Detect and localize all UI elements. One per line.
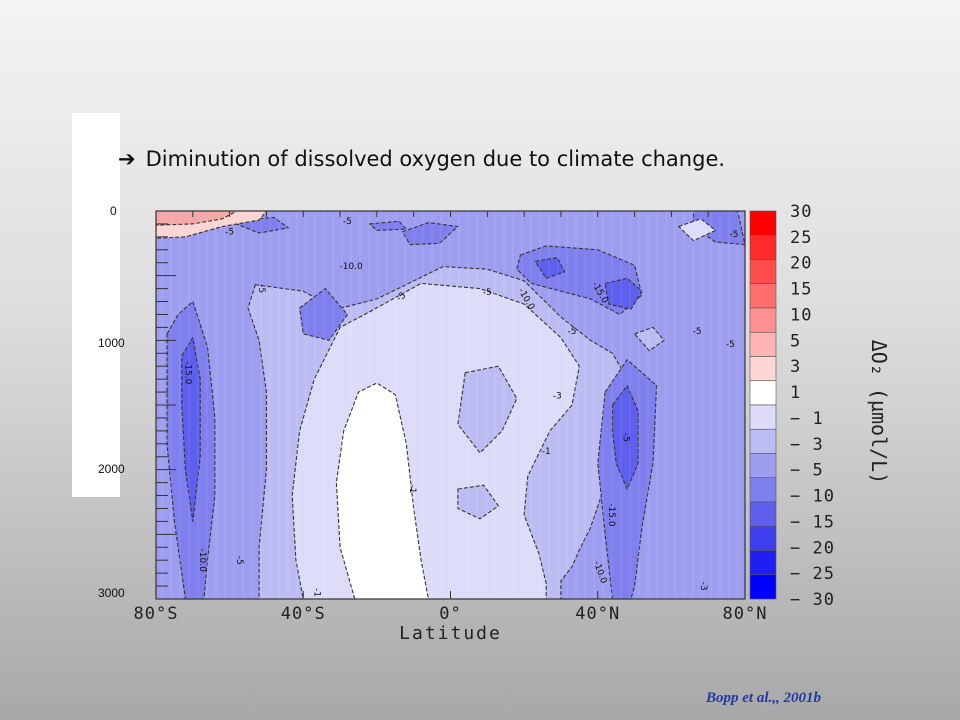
contour-region-neg_10 [368, 220, 407, 231]
contour-region-neg_10 [402, 222, 459, 246]
x-axis-label: Latitude [399, 623, 502, 644]
depth-tick-label: 2000 [98, 462, 125, 476]
contour-region-neg_3 [457, 365, 518, 454]
x-tick-label: 0° [439, 604, 461, 624]
depth-tick-label: 0 [110, 204, 117, 218]
colorbar-tick-label: 5 [790, 331, 801, 351]
colorbar-swatch [749, 428, 777, 454]
colorbar-swatch [749, 525, 777, 551]
x-tick-label: 80°N [723, 604, 768, 624]
contour-label: -5 [483, 288, 492, 298]
contour-label: -10.0 [339, 262, 363, 272]
colorbar-tick-label: − 1 [790, 409, 824, 429]
colorbar-tick-label: 25 [790, 228, 812, 248]
colorbar-tick-label: − 20 [790, 538, 835, 558]
contour-label: -3 [553, 392, 562, 402]
colorbar-tick-label: 3 [790, 357, 801, 377]
depth-tick-label: 3000 [98, 586, 125, 600]
colorbar-tick-label: 15 [790, 280, 812, 300]
contour-label: -5 [621, 433, 631, 442]
slide-headline: ➔ Diminution of dissolved oxygen due to c… [118, 147, 725, 171]
citation: Bopp et al.,, 2001b [706, 690, 821, 706]
colorbar-tick-label: − 3 [790, 435, 824, 455]
colorbar-tick-label: − 25 [790, 564, 835, 584]
colorbar-tick-label: 20 [790, 254, 812, 274]
colorbar-swatch [749, 307, 777, 333]
colorbar-swatch [749, 356, 777, 382]
contour-label: -5 [256, 284, 266, 293]
contour-label: -1 [407, 485, 417, 494]
contour-region-white [335, 382, 429, 599]
contour-region-neg_1 [678, 218, 717, 242]
depth-tick-label: 1000 [98, 336, 125, 350]
contour-region-neg_15 [534, 257, 566, 279]
contour-region-pos_5 [156, 211, 238, 226]
colorbar-swatch [749, 550, 777, 576]
contour-label: -5 [343, 217, 352, 227]
headline-text: Diminution of dissolved oxygen due to cl… [145, 147, 726, 171]
colorbar-tick-label: 10 [790, 305, 812, 325]
colorbar-swatch [749, 574, 777, 600]
colorbar-tick-label: − 30 [790, 590, 835, 610]
contour-field: -15.0-10.0 -5-1-1-5-5-10.0-5-3-1-10.0 -15.… [156, 211, 745, 599]
colorbar-swatch [749, 210, 777, 236]
contour-label: -3 [698, 582, 708, 591]
colorbar-swatch [749, 477, 777, 503]
colorbar-tick-label: − 10 [790, 487, 835, 507]
colorbar-tick-label: 1 [790, 383, 801, 403]
contour-label: -1 [542, 447, 551, 457]
contour-label: -5 [234, 556, 244, 565]
colorbar-swatch [749, 380, 777, 406]
colorbar-swatch [749, 259, 777, 285]
colorbar-swatch [749, 283, 777, 309]
contour-label: -5 [693, 327, 702, 337]
colorbar-label: ΔO₂ (µmol/L) [867, 340, 891, 485]
contour-label: -1 [311, 588, 321, 597]
contour-region-neg_3 [634, 326, 665, 352]
contour-region-neg_15 [611, 385, 639, 490]
colorbar-tick-label: − 15 [790, 512, 835, 532]
contour-region-neg_10 [299, 288, 348, 341]
contour-label: -5 [567, 327, 576, 337]
x-tick-label: 40°S [281, 604, 326, 624]
contour-label: -5 [225, 227, 234, 237]
contour-label: -15.0 [182, 361, 192, 385]
colorbar-tick-label: 30 [790, 202, 812, 222]
contour-region-neg_15 [604, 277, 643, 310]
contour-label: -5 [726, 340, 735, 350]
colorbar-swatch [749, 453, 777, 479]
contour-label: -10.0 [197, 549, 207, 573]
colorbar-swatch [749, 234, 777, 260]
contour-label: -15.0 [606, 503, 616, 527]
white-panel [72, 113, 120, 497]
x-tick-label: 80°S [134, 604, 179, 624]
contour-region-neg_15 [181, 337, 201, 522]
contour-region-neg_3 [457, 484, 499, 520]
right-arrow-icon: ➔ [118, 147, 136, 171]
colorbar-swatch [749, 501, 777, 527]
colorbar-tick-label: − 5 [790, 461, 824, 481]
contour-label: -5 [729, 230, 738, 240]
contour-region-neg_10 [692, 211, 745, 246]
colorbar-swatch [749, 404, 777, 430]
x-tick-label: 40°N [575, 604, 620, 624]
colorbar-swatch [749, 331, 777, 357]
